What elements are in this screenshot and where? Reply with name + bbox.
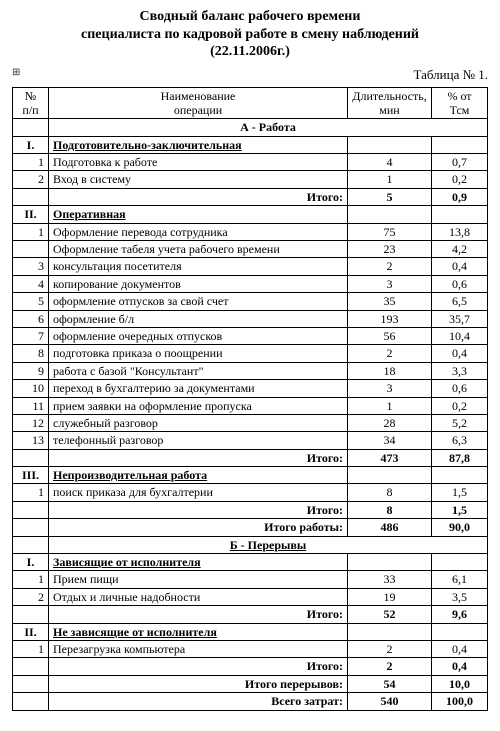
header-name: Наименованиеоперации: [49, 87, 348, 119]
table-row: 2Отдых и личные надобности193,5: [13, 588, 488, 605]
group-b-i-header: I.Зависящие от исполнителя: [13, 554, 488, 571]
table-row: 1Прием пищи336,1: [13, 571, 488, 588]
subtotal-row: Итого:20,4: [13, 658, 488, 675]
work-total-row: Итого работы:48690,0: [13, 519, 488, 536]
table-row: 1Подготовка к работе40,7: [13, 154, 488, 171]
title-line-3: (22.11.2006г.): [12, 43, 488, 61]
subtotal-row: Итого:47387,8: [13, 449, 488, 466]
table-row: 7оформление очередных отпусков5610,4: [13, 327, 488, 344]
table-row: 8подготовка приказа о поощрении20,4: [13, 345, 488, 362]
header-pct: % отТсм: [432, 87, 488, 119]
table-row: 5оформление отпусков за свой счет356,5: [13, 293, 488, 310]
table-row: 10переход в бухгалтерию за документами30…: [13, 380, 488, 397]
table-row: 4копирование документов30,6: [13, 275, 488, 292]
table-header: №п/п Наименованиеоперации Длительность,м…: [13, 87, 488, 119]
header-num: №п/п: [13, 87, 49, 119]
table-row: 11прием заявки на оформление пропуска10,…: [13, 397, 488, 414]
corner-mark-icon: ⊞: [12, 67, 20, 78]
subtotal-row: Итого:529,6: [13, 606, 488, 623]
table-number-label: Таблица № 1.: [413, 67, 488, 83]
group-b-ii-header: II.Не зависящие от исполнителя: [13, 623, 488, 640]
subtotal-row: Итого:81,5: [13, 501, 488, 518]
table-row: 3консультация посетителя20,4: [13, 258, 488, 275]
group-a-i-header: I.Подготовительно-заключительная: [13, 136, 488, 153]
group-a-ii-header: II.Оперативная: [13, 206, 488, 223]
table-row: 9работа с базой "Консультант"183,3: [13, 362, 488, 379]
meta-row: ⊞ Таблица № 1.: [12, 67, 488, 85]
breaks-total-row: Итого перерывов:5410,0: [13, 675, 488, 692]
title-line-2: специалиста по кадровой работе в смену н…: [12, 26, 488, 44]
header-dur: Длительность,мин: [348, 87, 432, 119]
title-line-1: Сводный баланс рабочего времени: [12, 8, 488, 26]
table-row: Оформление табеля учета рабочего времени…: [13, 241, 488, 258]
table-row: 1Оформление перевода сотрудника7513,8: [13, 223, 488, 240]
table-row: 6оформление б/л19335,7: [13, 310, 488, 327]
balance-table: №п/п Наименованиеоперации Длительность,м…: [12, 87, 488, 711]
section-b-title: Б - Перерывы: [13, 536, 488, 553]
grand-total-row: Всего затрат:540100,0: [13, 693, 488, 710]
document-title: Сводный баланс рабочего времени специали…: [12, 8, 488, 61]
table-row: 2Вход в систему10,2: [13, 171, 488, 188]
table-row: 1поиск приказа для бухгалтерии81,5: [13, 484, 488, 501]
table-row: 13телефонный разговор346,3: [13, 432, 488, 449]
section-a-title: А - Работа: [13, 119, 488, 136]
group-a-iii-header: III.Непроизводительная работа: [13, 467, 488, 484]
table-row: 12служебный разговор285,2: [13, 414, 488, 431]
subtotal-row: Итого:50,9: [13, 188, 488, 205]
table-body: А - РаботаI.Подготовительно-заключительн…: [13, 119, 488, 710]
table-row: 1Перезагрузка компьютера20,4: [13, 641, 488, 658]
